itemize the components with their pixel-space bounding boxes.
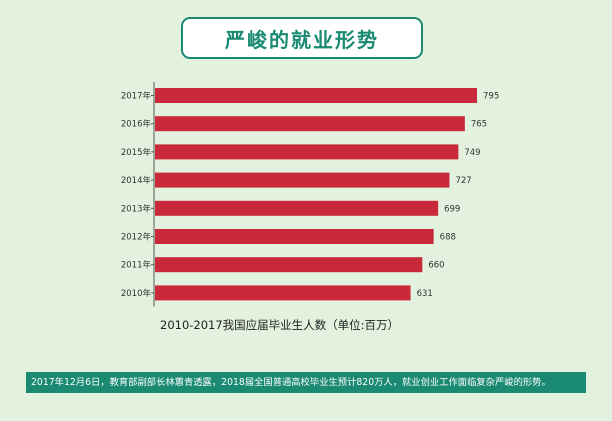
bar-value-label: 727 — [455, 176, 471, 186]
bar — [155, 116, 465, 132]
bar — [155, 172, 450, 188]
footer-note: 2017年12月6日，教育部副部长林蕙青透露，2018届全国普通高校毕业生预计8… — [26, 372, 586, 393]
bar-value-label: 749 — [464, 148, 480, 158]
bar — [155, 285, 411, 301]
bar-value-label: 795 — [483, 92, 499, 102]
page-title: 严峻的就业形势 — [181, 17, 423, 59]
bar — [155, 88, 477, 103]
bar — [155, 200, 439, 216]
y-tick-label: 2013年 — [121, 203, 152, 214]
bar-value-label: 688 — [440, 233, 456, 243]
y-tick-label: 2017年 — [121, 91, 152, 102]
y-tick-label: 2010年 — [121, 288, 152, 299]
bar — [155, 257, 423, 273]
bar — [155, 144, 459, 160]
y-tick-label: 2012年 — [121, 232, 152, 243]
bar-value-label: 699 — [444, 204, 460, 214]
y-tick-label: 2011年 — [121, 260, 152, 271]
y-tick-label: 2015年 — [121, 147, 152, 158]
bar — [155, 229, 434, 244]
chart-caption: 2010-2017我国应届毕业生人数（单位:百万） — [160, 318, 400, 332]
bar-value-label: 631 — [417, 289, 433, 299]
bar-value-label: 765 — [471, 120, 487, 130]
y-tick-label: 2016年 — [121, 119, 152, 130]
y-tick-label: 2014年 — [121, 175, 152, 186]
bar-value-label: 660 — [428, 261, 444, 271]
